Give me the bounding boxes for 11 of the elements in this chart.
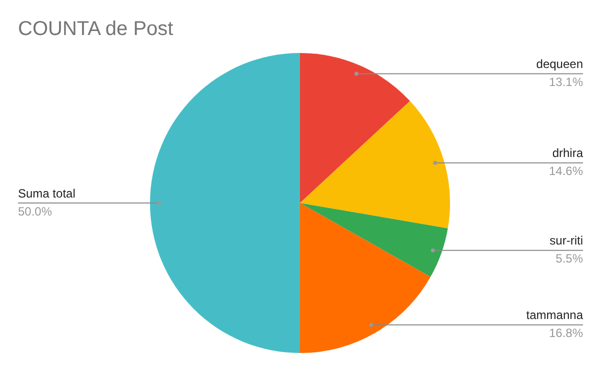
data-label: 5.5% [556,252,584,266]
slice-label: Suma total [18,186,76,200]
data-label: 13.1% [548,75,584,90]
data-label: 14.6% [548,164,584,178]
slice-label: sur-riti [550,234,583,248]
slice-label: tammanna [526,308,584,322]
data-label: 50.0% [18,204,52,218]
data-label: 16.8% [548,326,584,340]
chart-title: COUNTA de Post [18,18,174,41]
slice-label: dequeen [536,57,583,72]
slice-label: drhira [552,146,584,160]
